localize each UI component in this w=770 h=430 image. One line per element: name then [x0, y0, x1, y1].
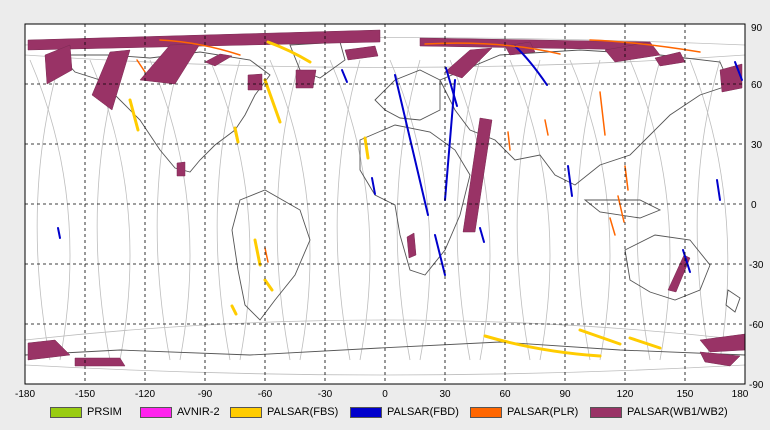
coverage-map: -180 -150 -120 -90 -60 -30 0 30 60 90 12…	[15, 23, 764, 400]
y-tick-label: -90	[749, 380, 764, 391]
x-tick-labels: -180 -150 -120 -90 -60 -30 0 30 60 90 12…	[15, 389, 749, 400]
legend-item-palsar-plr: PALSAR(PLR)	[470, 404, 578, 420]
legend-swatch	[470, 406, 502, 418]
fbd-swaths	[57, 45, 743, 276]
y-tick-label: -30	[749, 260, 764, 271]
x-tick-label: 90	[559, 389, 571, 400]
x-tick-label: 180	[732, 389, 749, 400]
legend-label: AVNIR-2	[177, 406, 220, 418]
legend-label: PRSIM	[87, 406, 122, 418]
australia-outline	[624, 234, 711, 301]
x-tick-label: -30	[318, 389, 333, 400]
x-tick-label: -150	[75, 389, 95, 400]
legend-label: PALSAR(WB1/WB2)	[627, 406, 728, 418]
plr-swaths	[136, 39, 701, 263]
gridlines	[25, 24, 745, 384]
legend-item-avnir2: AVNIR-2	[140, 404, 220, 420]
y-tick-labels: 90 60 30 0 -30 -60 -90	[749, 23, 764, 391]
legend-label: PALSAR(FBS)	[267, 406, 339, 418]
legend-label: PALSAR(PLR)	[507, 406, 579, 418]
y-tick-label: -60	[749, 320, 764, 331]
y-tick-label: 60	[751, 80, 763, 91]
legend-swatch	[590, 406, 622, 418]
y-tick-label: 90	[751, 23, 763, 34]
north-america-outline	[59, 51, 271, 173]
legend-swatch	[50, 406, 82, 418]
y-tick-label: 0	[751, 200, 757, 211]
x-tick-label: -90	[198, 389, 213, 400]
y-tick-label: 30	[751, 140, 763, 151]
legend-item-palsar-wb: PALSAR(WB1/WB2)	[590, 404, 728, 420]
fbs-swaths	[128, 40, 662, 358]
x-tick-label: -120	[135, 389, 155, 400]
legend-label: PALSAR(FBD)	[387, 406, 459, 418]
europe-outline	[374, 69, 441, 121]
indonesia-outline	[583, 199, 662, 219]
south-america-outline	[231, 189, 311, 321]
legend-swatch	[140, 406, 172, 418]
x-tick-label: -60	[258, 389, 273, 400]
x-tick-label: 120	[617, 389, 634, 400]
africa-outline	[359, 124, 471, 276]
legend-swatch	[350, 406, 382, 418]
x-tick-label: 150	[677, 389, 694, 400]
legend-item-prism: PRSIM	[50, 404, 122, 420]
wb-swaths	[27, 29, 746, 367]
x-tick-label: 30	[439, 389, 451, 400]
new-zealand-outline	[725, 289, 741, 313]
legend-swatch	[230, 406, 262, 418]
legend-item-palsar-fbs: PALSAR(FBS)	[230, 404, 338, 420]
x-tick-label: 60	[499, 389, 511, 400]
legend-item-palsar-fbd: PALSAR(FBD)	[350, 404, 459, 420]
legend: PRSIM AVNIR-2 PALSAR(FBS) PALSAR(FBD) PA…	[0, 400, 770, 424]
x-tick-label: 0	[382, 389, 388, 400]
x-tick-label: -180	[15, 389, 35, 400]
antarctica-outline	[24, 341, 746, 356]
